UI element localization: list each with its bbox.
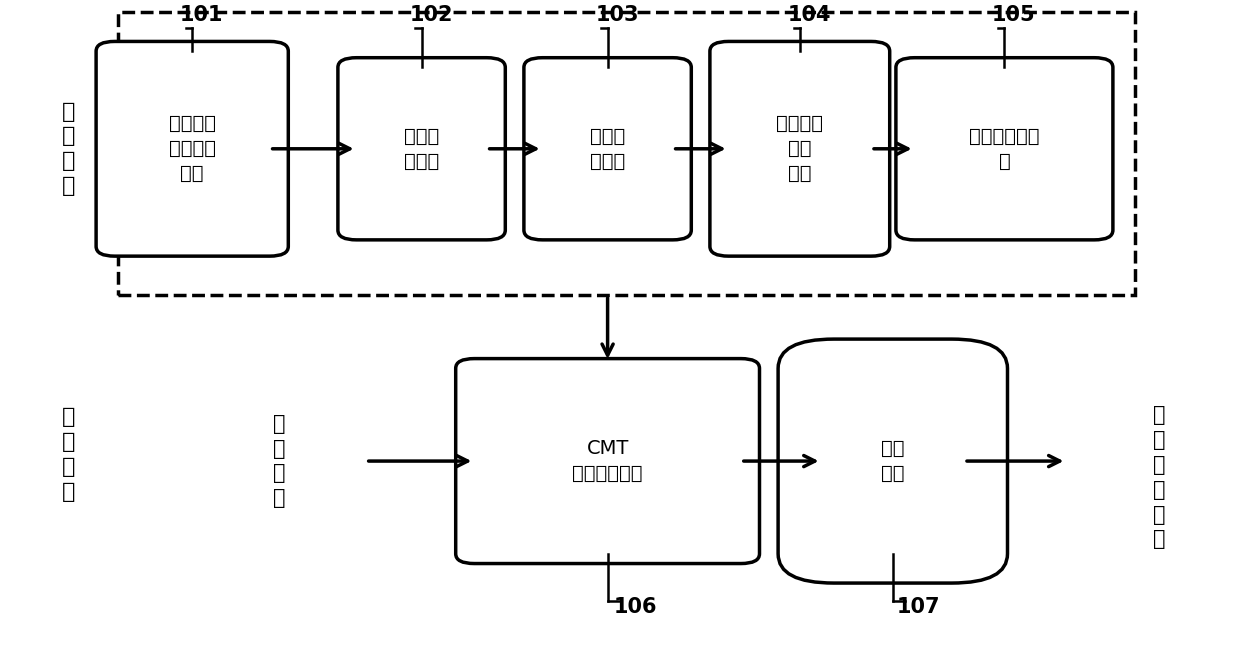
Text: 103: 103	[595, 5, 639, 25]
FancyBboxPatch shape	[523, 57, 692, 240]
Text: 建立校正映射
表: 建立校正映射 表	[970, 127, 1039, 171]
Text: 104: 104	[787, 5, 831, 25]
Text: 建立分段
优化
模型: 建立分段 优化 模型	[776, 114, 823, 183]
Text: 像素
插值: 像素 插值	[882, 439, 904, 483]
Text: 106: 106	[614, 597, 657, 617]
Text: 校
正
结
果
图
像: 校 正 结 果 图 像	[1153, 406, 1166, 549]
FancyBboxPatch shape	[337, 57, 506, 240]
FancyBboxPatch shape	[97, 41, 288, 256]
Text: 107: 107	[897, 597, 940, 617]
Text: 广
角
图
像: 广 角 图 像	[273, 414, 285, 508]
Text: 105: 105	[992, 5, 1035, 25]
Text: 101: 101	[180, 5, 223, 25]
FancyBboxPatch shape	[456, 358, 759, 564]
Text: 102: 102	[409, 5, 453, 25]
FancyBboxPatch shape	[709, 41, 890, 256]
Text: 畸
变
校
正: 畸 变 校 正	[62, 407, 74, 502]
Text: 控制点
对提取: 控制点 对提取	[404, 127, 439, 171]
FancyBboxPatch shape	[779, 339, 1007, 583]
Text: 畸
变
标
定: 畸 变 标 定	[62, 102, 74, 196]
Text: 畸变网格
模板图预
处理: 畸变网格 模板图预 处理	[169, 114, 216, 183]
Text: 确定畸
变中心: 确定畸 变中心	[590, 127, 625, 171]
FancyBboxPatch shape	[895, 57, 1112, 240]
Text: CMT
坐标逆向映射: CMT 坐标逆向映射	[573, 439, 642, 483]
Bar	[118, 12, 1135, 295]
